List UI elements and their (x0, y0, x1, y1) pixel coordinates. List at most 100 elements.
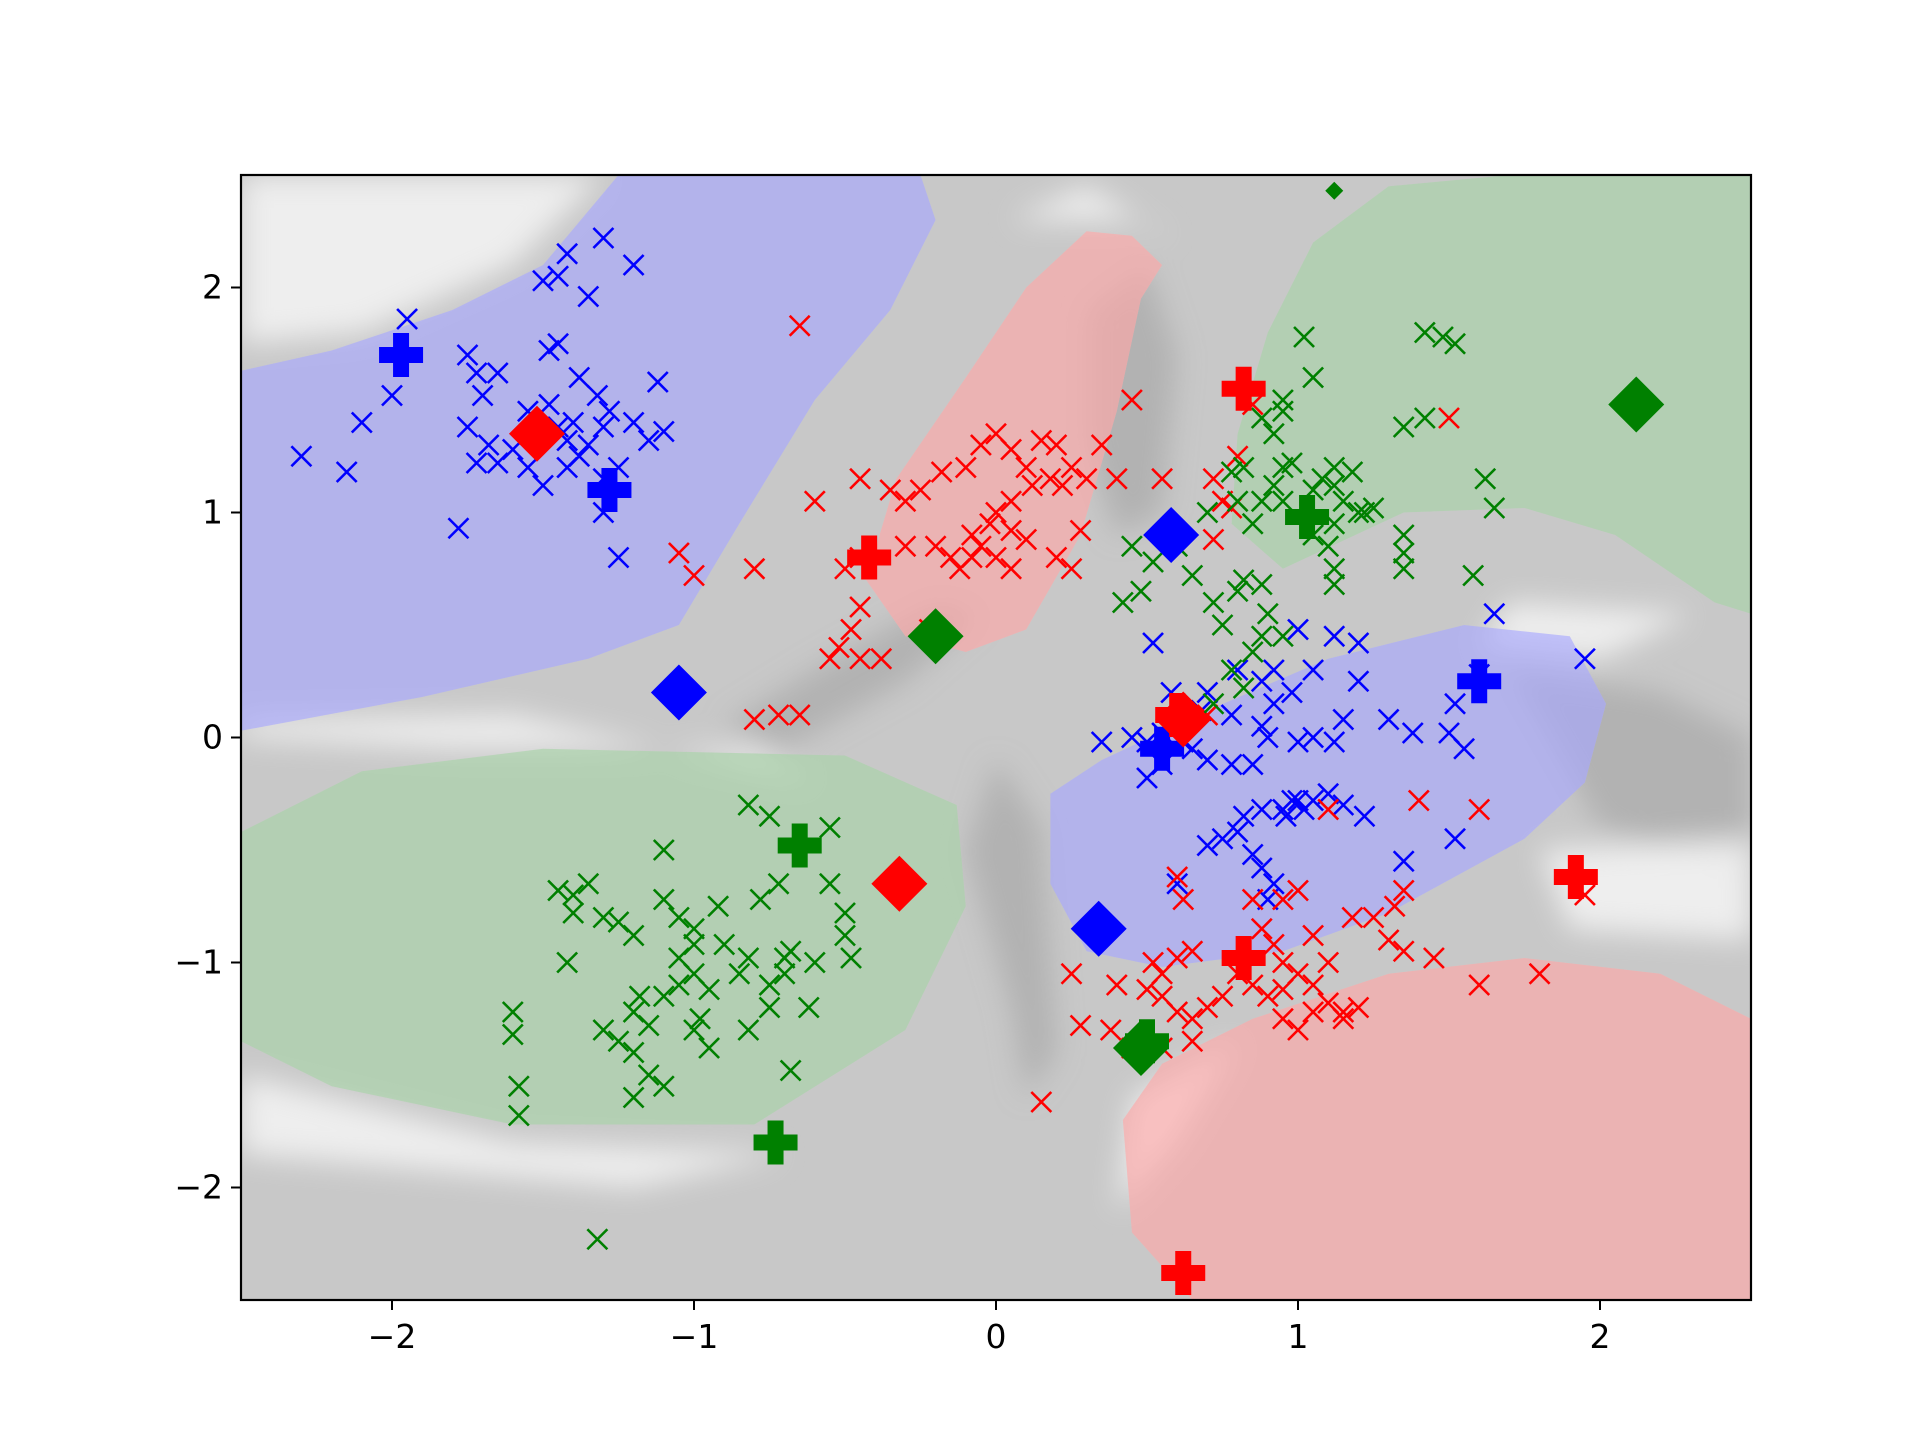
green-x-point-42 (698, 1037, 721, 1059)
red-x-point-113 (1302, 974, 1325, 996)
green-x-point-102 (1432, 326, 1454, 348)
blue-x-point-43 (607, 546, 630, 569)
green-x-point-43 (698, 978, 721, 1001)
contour-region-blue-1 (1050, 625, 1607, 967)
red-x-point-107 (1166, 866, 1189, 888)
green-x-point-0 (737, 794, 760, 816)
red-x-point-47 (870, 647, 893, 670)
blue-x-point-63 (1347, 670, 1370, 693)
red-x-point-99 (1105, 974, 1128, 996)
green-x-point-66 (1250, 573, 1273, 596)
green-x-point-31 (622, 1041, 645, 1064)
green-plus-point-0 (1285, 495, 1330, 539)
red-x-point-36 (1045, 546, 1068, 569)
green-x-point-17 (667, 906, 690, 929)
red-x-point-7 (954, 456, 977, 479)
green-x-point-48 (773, 962, 796, 985)
green-x-point-37 (501, 1023, 524, 1046)
red-diamond-point-2 (871, 855, 928, 912)
red-diamond-point-1 (1155, 691, 1212, 748)
green-x-point-65 (1232, 569, 1255, 591)
red-x-point-101 (1069, 1014, 1092, 1037)
green-x-point-30 (607, 1030, 630, 1053)
green-x-point-99 (1392, 416, 1415, 438)
green-x-point-2 (818, 816, 841, 839)
y-tick-label-2: 0 (202, 718, 223, 757)
y-tick-label-3: −1 (174, 943, 223, 982)
blue-x-point-31 (556, 242, 579, 265)
green-x-point-100 (1413, 407, 1436, 429)
red-x-point-24 (985, 501, 1007, 524)
red-x-point-45 (818, 647, 841, 670)
red-x-point-50 (683, 564, 705, 587)
y-tick-label-0: 2 (202, 268, 223, 307)
green-x-point-110 (1323, 456, 1346, 479)
blue-x-point-81 (1453, 737, 1476, 760)
red-x-point-70 (1422, 947, 1445, 969)
green-x-point-52 (797, 996, 820, 1019)
green-x-point-85 (1293, 326, 1315, 348)
contour-light-2 (241, 1075, 785, 1188)
green-x-point-60 (1120, 535, 1143, 558)
red-x-point-59 (1226, 445, 1249, 468)
green-x-point-62 (1181, 564, 1204, 587)
blue-x-point-101 (1166, 872, 1189, 895)
red-x-point-102 (1099, 1019, 1122, 1041)
red-x-point-98 (1142, 951, 1164, 974)
green-x-point-101 (1413, 321, 1436, 344)
red-x-point-83 (1302, 924, 1325, 947)
green-x-point-56 (586, 1228, 609, 1251)
red-x-point-64 (1407, 789, 1430, 812)
red-x-point-30 (948, 557, 971, 580)
blue-x-point-59 (1302, 659, 1325, 681)
blue-x-point-2 (350, 411, 373, 434)
red-x-point-4 (894, 490, 917, 513)
blue-x-point-7 (486, 362, 509, 384)
blue-x-point-54 (1220, 704, 1243, 726)
red-x-point-14 (1060, 456, 1083, 479)
green-x-point-51 (803, 951, 826, 974)
green-x-point-50 (779, 940, 802, 963)
red-x-point-105 (1181, 1030, 1204, 1053)
contour-region-blue-0 (241, 175, 936, 731)
red-x-point-22 (1021, 474, 1044, 497)
blue-x-point-105 (1250, 798, 1273, 821)
green-x-point-15 (622, 924, 645, 947)
red-x-point-91 (1181, 1007, 1204, 1030)
red-x-point-18 (1120, 389, 1143, 411)
green-x-point-112 (1353, 501, 1376, 524)
red-x-point-74 (1362, 906, 1385, 929)
blue-x-point-64 (1332, 708, 1355, 731)
blue-x-point-68 (1250, 715, 1273, 738)
green-x-point-76 (1232, 456, 1255, 479)
blue-diamond-point-0 (1143, 507, 1200, 563)
contour-region-halo-3 (1122, 958, 1751, 1300)
red-x-point-68 (1528, 962, 1551, 985)
y-tick-label-1: 1 (202, 493, 223, 532)
blue-x-point-3 (290, 445, 313, 468)
blue-diamond-point-2 (1070, 900, 1127, 957)
blue-x-point-58 (1281, 681, 1303, 704)
green-x-point-54 (737, 947, 760, 969)
green-x-point-68 (1271, 625, 1294, 648)
green-x-point-34 (652, 1075, 675, 1098)
blue-x-point-71 (1220, 753, 1243, 776)
green-x-point-104 (1392, 524, 1415, 546)
red-x-point-76 (1392, 879, 1415, 902)
contour-light-1 (241, 715, 815, 783)
green-x-point-74 (1211, 614, 1234, 636)
green-x-point-16 (652, 888, 675, 911)
blue-x-point-30 (547, 265, 570, 288)
red-x-point-19 (1151, 467, 1174, 490)
blue-x-point-99 (1392, 850, 1415, 873)
green-x-point-79 (1250, 490, 1273, 513)
red-x-point-32 (924, 535, 947, 558)
blue-plus-point-3 (1140, 726, 1185, 771)
red-x-point-27 (1015, 528, 1038, 551)
green-x-point-72 (1232, 677, 1255, 699)
green-x-point-95 (1317, 535, 1340, 558)
blue-x-point-98 (1353, 805, 1376, 828)
red-x-point-26 (1000, 519, 1023, 542)
red-x-point-80 (1250, 917, 1273, 940)
red-x-point-38 (1069, 519, 1092, 542)
